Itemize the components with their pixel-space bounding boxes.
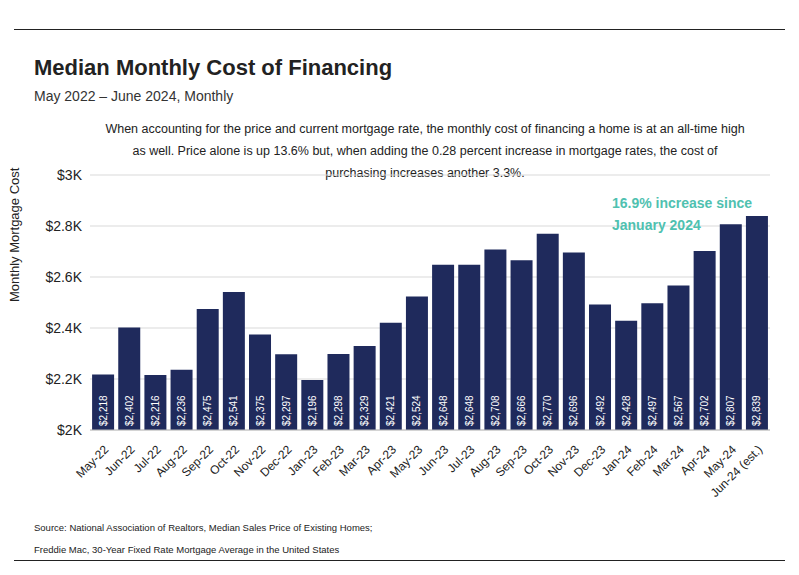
svg-text:$2,375: $2,375 [255,395,266,426]
svg-text:Dec-23: Dec-23 [571,442,609,480]
svg-text:May-22: May-22 [73,442,111,480]
svg-text:$2,541: $2,541 [228,395,239,426]
html-text:Source: National Association o: Source: National Association of Realtors… [34,522,373,533]
svg-text:Mar-24: Mar-24 [650,442,687,479]
svg-text:Jan-23: Jan-23 [284,442,321,479]
svg-text:Jan-24: Jan-24 [598,442,635,479]
svg-text:$2,648: $2,648 [438,395,449,426]
svg-text:$2,421: $2,421 [385,395,396,426]
svg-text:$2K: $2K [57,422,83,438]
svg-text:Nov-22: Nov-22 [231,442,269,480]
html-text:When accounting for the price: When accounting for the price and curren… [105,122,745,180]
svg-text:Jun-22: Jun-22 [102,442,138,478]
svg-text:Apr-24: Apr-24 [677,442,713,478]
svg-text:$2,497: $2,497 [647,395,658,426]
svg-text:$2,297: $2,297 [281,395,292,426]
svg-text:$2,236: $2,236 [176,395,187,426]
svg-text:$2,666: $2,666 [516,395,527,426]
svg-text:Mar-23: Mar-23 [336,442,373,479]
svg-text:$2,216: $2,216 [150,395,161,426]
html-text:May 2022 – June 2024, Monthly: May 2022 – June 2024, Monthly [34,88,234,104]
svg-text:Feb-24: Feb-24 [623,442,661,480]
html-text:Freddie Mac, 30-Year Fixed Rat: Freddie Mac, 30-Year Fixed Rate Mortgage… [34,544,340,555]
svg-text:$2,839: $2,839 [751,395,762,426]
svg-text:Jul-23: Jul-23 [444,442,478,476]
svg-text:May-24: May-24 [700,442,740,481]
svg-text:$2,298: $2,298 [333,395,344,426]
html-text:Median Monthly Cost of Financi: Median Monthly Cost of Financing [34,55,393,80]
svg-text:Dec-22: Dec-22 [257,442,295,480]
svg-text:$2,807: $2,807 [725,395,736,426]
svg-text:Oct-23: Oct-23 [520,442,556,478]
svg-text:$2,567: $2,567 [673,395,684,426]
svg-text:Aug-23: Aug-23 [466,442,504,480]
svg-text:Sep-22: Sep-22 [179,442,216,479]
svg-text:$2,524: $2,524 [411,395,422,426]
svg-text:Jun-24 (est.): Jun-24 (est.) [708,442,766,500]
svg-text:$2,329: $2,329 [359,395,370,426]
svg-text:$2.8K: $2.8K [45,218,82,234]
svg-text:Feb-23: Feb-23 [310,442,347,480]
svg-text:$2,218: $2,218 [98,395,109,426]
svg-text:Jul-22: Jul-22 [130,442,164,476]
svg-text:$2.2K: $2.2K [45,371,82,387]
html-text:Monthly Mortgage Cost: Monthly Mortgage Cost [6,167,22,302]
svg-text:$2,475: $2,475 [202,395,213,426]
svg-text:$3K: $3K [57,167,83,183]
svg-text:$2,492: $2,492 [595,395,606,426]
svg-text:$2.6K: $2.6K [45,269,82,285]
svg-text:$2.4K: $2.4K [45,320,82,336]
svg-text:Aug-22: Aug-22 [152,442,190,480]
html-text:16.9% increase since January 2: 16.9% increase since January 2024 [612,195,753,233]
svg-text:$2,402: $2,402 [124,395,135,426]
svg-text:$2,702: $2,702 [699,395,710,426]
svg-text:$2,708: $2,708 [490,395,501,426]
svg-text:Jun-23: Jun-23 [416,442,452,478]
svg-text:$2,696: $2,696 [568,395,579,426]
svg-text:May-23: May-23 [387,442,425,480]
svg-text:$2,428: $2,428 [621,395,632,426]
svg-text:Sep-23: Sep-23 [493,442,530,479]
svg-text:Nov-23: Nov-23 [544,442,583,480]
svg-text:Oct-22: Oct-22 [206,442,243,478]
svg-text:$2,196: $2,196 [307,395,318,426]
svg-text:Apr-23: Apr-23 [363,442,400,478]
svg-text:$2,648: $2,648 [464,395,475,426]
svg-text:$2,770: $2,770 [542,395,553,426]
